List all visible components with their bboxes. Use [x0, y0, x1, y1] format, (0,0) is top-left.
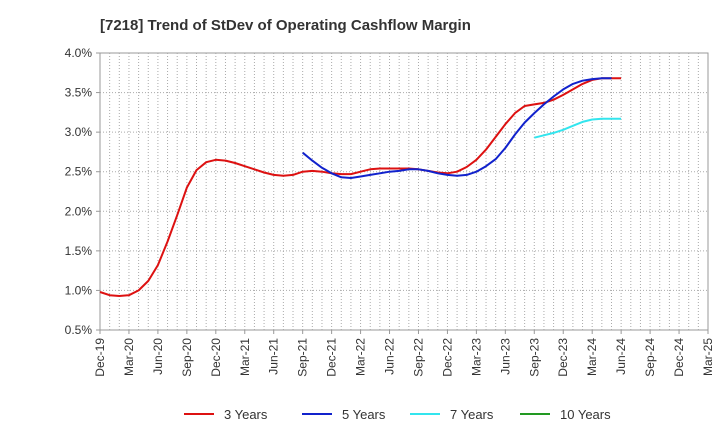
series-lines [99, 77, 622, 297]
plot-frame [99, 52, 709, 331]
x-tick-label: Mar-20 [122, 338, 136, 376]
series-line-5-years [302, 77, 612, 179]
y-tick-label: 3.5% [65, 86, 93, 100]
x-tick-label: Sep-23 [527, 338, 541, 377]
y-tick-label: 1.5% [65, 244, 93, 258]
series-line-3-years [99, 77, 622, 297]
y-tick-label: 3.0% [65, 125, 93, 139]
x-axis: Dec-19 Mar-20 Jun-20 Sep-20 Dec-20 Mar-21 Jun-… [93, 330, 715, 377]
x-tick-label: Jun-22 [383, 338, 397, 375]
y-tick-label: 2.5% [65, 165, 93, 179]
legend-label: 5 Years [342, 407, 386, 422]
y-tick-label: 0.5% [65, 323, 93, 337]
plot-area [99, 52, 709, 331]
x-tick-label: Jun-24 [614, 338, 628, 375]
x-tick-label: Mar-22 [354, 338, 368, 376]
gridlines [100, 53, 708, 330]
x-tick-label: Mar-23 [469, 338, 483, 376]
x-tick-label: Dec-19 [93, 338, 107, 377]
x-tick-label: Dec-20 [209, 338, 223, 377]
legend: 3 Years 5 Years 7 Years 10 Years [184, 407, 611, 422]
x-tick-label: Mar-25 [701, 338, 715, 376]
x-tick-label: Jun-21 [267, 338, 281, 375]
x-tick-label: Mar-24 [585, 338, 599, 376]
chart-title: [7218] Trend of StDev of Operating Cashf… [100, 17, 471, 34]
y-tick-label: 1.0% [65, 283, 93, 297]
x-tick-label: Sep-22 [411, 338, 425, 377]
x-tick-label: Jun-23 [498, 338, 512, 375]
x-tick-label: Dec-23 [556, 338, 570, 377]
legend-label: 10 Years [560, 407, 611, 422]
x-tick-label: Jun-20 [151, 338, 165, 375]
x-tick-label: Mar-21 [238, 338, 252, 376]
x-tick-label: Dec-24 [672, 338, 686, 377]
x-tick-label: Sep-21 [296, 338, 310, 377]
legend-label: 7 Years [450, 407, 494, 422]
y-axis: 0.5% 1.0% 1.5% 2.0% 2.5% 3.0% 3.5% 4.0% [65, 46, 100, 337]
x-tick-label: Dec-21 [325, 338, 339, 377]
x-tick-label: Sep-20 [180, 338, 194, 377]
series-line-7-years [534, 117, 622, 139]
legend-label: 3 Years [224, 407, 268, 422]
y-tick-label: 4.0% [65, 46, 93, 60]
x-tick-label: Sep-24 [643, 338, 657, 377]
y-tick-label: 2.0% [65, 204, 93, 218]
x-tick-label: Dec-22 [440, 338, 454, 377]
